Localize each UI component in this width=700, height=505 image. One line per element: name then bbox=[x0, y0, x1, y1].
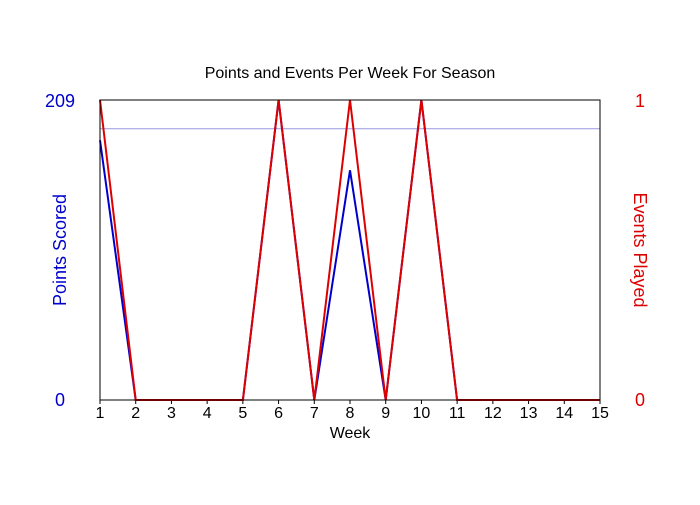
x-tick-label: 7 bbox=[310, 405, 319, 422]
x-tick-label: 10 bbox=[413, 405, 431, 422]
right-tick-min: 0 bbox=[635, 390, 645, 410]
x-tick-label: 9 bbox=[381, 405, 390, 422]
x-tick-label: 1 bbox=[96, 405, 105, 422]
plot-area bbox=[99, 99, 601, 401]
left-tick-max: 209 bbox=[45, 91, 75, 111]
left-tick-min: 0 bbox=[55, 390, 65, 410]
right-tick-max: 1 bbox=[635, 91, 645, 111]
x-tick-label: 3 bbox=[167, 405, 176, 422]
x-tick-label: 13 bbox=[520, 405, 538, 422]
x-tick-label: 4 bbox=[203, 405, 212, 422]
x-tick-label: 2 bbox=[131, 405, 140, 422]
x-tick-label: 12 bbox=[484, 405, 502, 422]
x-tick-label: 11 bbox=[449, 405, 466, 422]
x-tick-label: 14 bbox=[555, 405, 573, 422]
x-tick-label: 8 bbox=[346, 405, 355, 422]
x-axis-label: Week bbox=[330, 425, 372, 442]
chart-title: Points and Events Per Week For Season bbox=[205, 65, 496, 82]
x-tick-label: 5 bbox=[238, 405, 247, 422]
right-axis-label: Events Played bbox=[630, 192, 650, 307]
left-axis-label: Points Scored bbox=[50, 194, 70, 306]
x-tick-label: 6 bbox=[274, 405, 283, 422]
x-tick-labels: 1 2 3 4 5 6 7 8 9 10 11 12 13 14 15 bbox=[96, 400, 609, 422]
plot-frame bbox=[99, 99, 601, 401]
x-tick-label: 15 bbox=[591, 405, 609, 422]
